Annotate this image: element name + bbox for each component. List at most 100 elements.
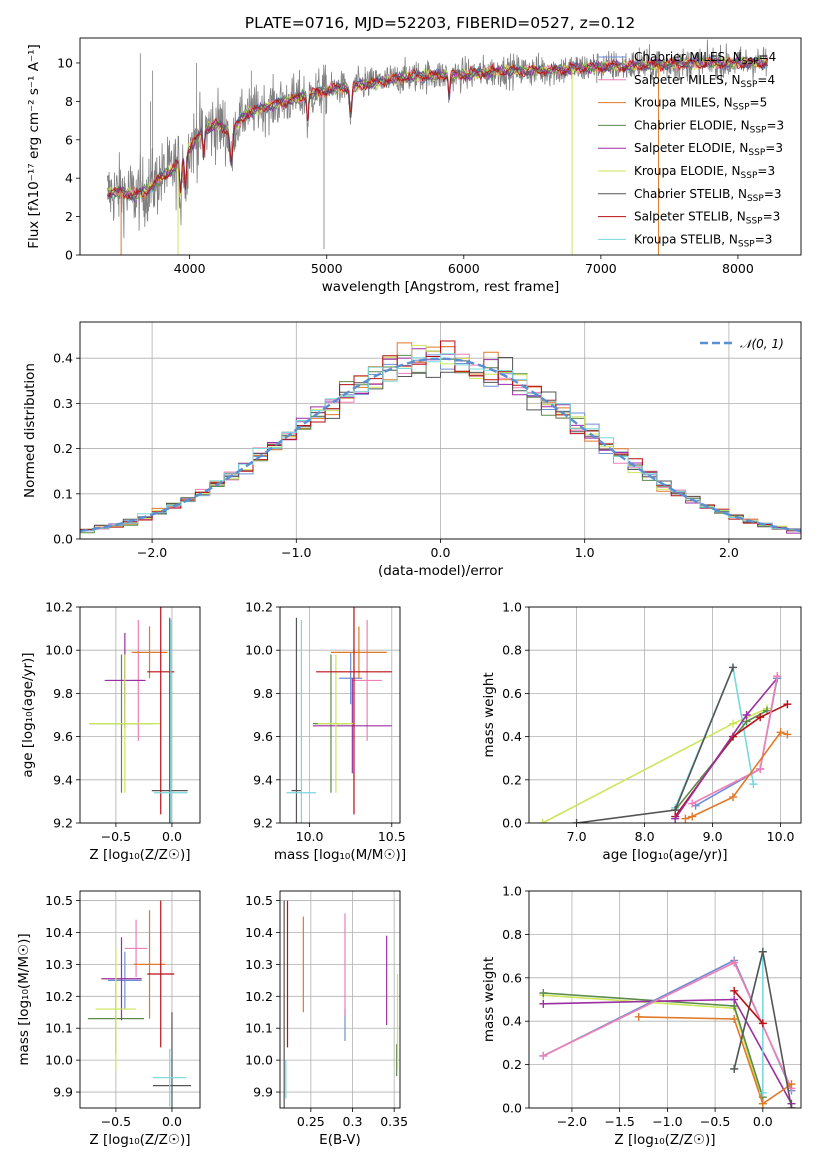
y-tick-label: 9.2 xyxy=(53,816,73,831)
mass-weight-vs-metallicity-panel: −2.0 −1.5 −1.0 −0.5 0.0 0.0 0.2 0.4 0.6 0.8 1.0 Z [… xyxy=(481,884,802,1148)
y-tick-label: 0.2 xyxy=(53,441,73,456)
y-tick-label: 0.8 xyxy=(502,927,522,942)
y-tick-label: 10.0 xyxy=(245,1053,273,1068)
weight-point-marker xyxy=(729,719,737,728)
x-axis-label: Z [log₁₀(Z/Z☉)] xyxy=(614,1132,715,1148)
weight-series xyxy=(572,663,737,823)
x-axis-label: Z [log₁₀(Z/Z☉)] xyxy=(89,847,190,863)
grid-lines xyxy=(529,890,801,1109)
y-tick-label: 0.4 xyxy=(502,1014,522,1029)
residual-histogram-panel: −2.0 −1.0 0.0 1.0 2.0 0.0 0.1 0.2 0.3 0.4 (data-mo… xyxy=(22,321,802,579)
x-axis-label: wavelength [Angstrom, rest frame] xyxy=(322,279,560,295)
weight-point-marker xyxy=(756,765,765,773)
grid-lines xyxy=(280,891,400,1108)
x-tick-label: 10.0 xyxy=(296,829,324,844)
weight-point-marker xyxy=(538,819,547,823)
x-tick-label: −0.5 xyxy=(101,1114,131,1129)
x-tick-label: 0.0 xyxy=(162,1114,182,1129)
axes: 7.0 8.0 9.0 10.0 0.0 0.2 0.4 0.6 0.8 1.0 age [log₁… xyxy=(481,600,802,863)
weight-point-marker xyxy=(758,947,767,956)
legend-label: Kroupa ELODIE, NSSP=3 xyxy=(634,164,775,181)
weight-series xyxy=(691,674,782,810)
x-tick-label: 1.0 xyxy=(575,545,595,560)
legend-label: Salpeter MILES, NSSP=4 xyxy=(634,73,775,90)
y-tick-label: 0.4 xyxy=(502,729,522,744)
y-tick-label: 10.1 xyxy=(245,1021,273,1036)
y-tick-label: 0.8 xyxy=(502,643,522,658)
y-tick-label: 0.4 xyxy=(53,351,73,366)
weight-series-line xyxy=(543,994,764,1104)
axes: −0.5 0.0 9.9 10.0 10.1 10.2 10.3 10.4 10.5 Z [log… xyxy=(16,890,201,1148)
legend-label: Chabrier ELODIE, NSSP=3 xyxy=(634,118,784,135)
y-tick-label: 2 xyxy=(65,209,73,224)
weight-point-marker xyxy=(729,663,737,672)
y-axis-label: age [log₁₀(age/yr)] xyxy=(20,652,36,777)
weight-series-line xyxy=(674,677,778,820)
error-bar-point xyxy=(291,617,302,823)
x-tick-label: −0.5 xyxy=(101,829,131,844)
x-tick-label: −1.5 xyxy=(604,1114,634,1129)
x-tick-label: −1.0 xyxy=(281,545,311,560)
y-tick-label: 10.2 xyxy=(245,989,273,1004)
axes: −0.5 0.0 9.2 9.4 9.6 9.8 10.0 10.2 Z [log₁₀(Z/Z☉… xyxy=(20,600,201,863)
axes-frame xyxy=(79,37,802,256)
weight-point-marker xyxy=(681,814,690,823)
x-tick-label: 10.5 xyxy=(378,829,406,844)
normal-distribution-curve xyxy=(80,357,801,533)
mass-weight-vs-age-panel: 7.0 8.0 9.0 10.0 0.0 0.2 0.4 0.6 0.8 1.0 age [log₁… xyxy=(481,600,802,863)
x-tick-label: 7000 xyxy=(585,261,617,276)
error-bar-point xyxy=(88,654,161,793)
age-vs-mass-panel: 10.0 10.5 9.2 9.4 9.6 9.8 10.0 10.2 mass [log₁₀(… xyxy=(245,600,406,864)
x-tick-label: −1.0 xyxy=(652,1114,682,1129)
y-tick-label: 0.1 xyxy=(53,486,73,501)
error-bar-point xyxy=(316,607,392,815)
error-bar-point xyxy=(124,919,148,978)
x-tick-label: 0.35 xyxy=(380,1114,408,1129)
y-axis-label: mass weight xyxy=(481,957,497,1042)
y-tick-label: 1.0 xyxy=(502,600,522,615)
weight-point-marker xyxy=(539,1051,548,1060)
error-bar-point xyxy=(95,948,137,1070)
weight-series xyxy=(671,706,771,815)
x-tick-label: 7.0 xyxy=(567,829,587,844)
x-tick-label: 8000 xyxy=(722,261,754,276)
figure-title: PLATE=0716, MJD=52203, FIBERID=0527, z=0… xyxy=(245,14,635,32)
legend-label: Salpeter ELODIE, NSSP=3 xyxy=(634,141,783,158)
grid-lines xyxy=(80,891,200,1108)
weight-point-marker xyxy=(688,799,697,808)
weight-series xyxy=(538,704,771,823)
y-tick-label: 0 xyxy=(65,248,73,263)
plot-area xyxy=(539,947,796,1108)
x-tick-label: 0.3 xyxy=(343,1114,363,1129)
x-tick-label: 9.0 xyxy=(703,829,723,844)
y-tick-label: 10.2 xyxy=(45,600,73,615)
error-bar-point xyxy=(147,607,175,815)
legend-label: Kroupa STELIB, NSSP=3 xyxy=(634,232,772,249)
error-bar-point xyxy=(131,626,168,679)
x-axis-label: E(B-V) xyxy=(319,1132,361,1148)
weight-point-marker xyxy=(634,1012,643,1021)
weight-point-marker xyxy=(539,988,548,997)
y-tick-label: 10.4 xyxy=(245,925,273,940)
weight-point-marker xyxy=(539,999,548,1008)
weight-point-marker xyxy=(730,986,739,995)
y-tick-label: 10.0 xyxy=(45,1053,73,1068)
error-bar-point xyxy=(151,617,188,823)
age-vs-metallicity-panel: −0.5 0.0 9.2 9.4 9.6 9.8 10.0 10.2 Z [log₁₀(Z/Z☉… xyxy=(20,600,201,863)
axes-frame xyxy=(279,890,401,1109)
y-tick-label: 9.2 xyxy=(253,816,273,831)
axes-frame xyxy=(79,890,201,1109)
x-tick-label: 4000 xyxy=(174,261,206,276)
y-tick-label: 9.4 xyxy=(53,772,73,787)
y-tick-label: 0.2 xyxy=(502,772,522,787)
y-tick-label: 6 xyxy=(65,132,73,147)
y-tick-label: 10.2 xyxy=(245,600,273,615)
legend-label: Salpeter STELIB, NSSP=3 xyxy=(634,210,780,227)
x-tick-label: −0.5 xyxy=(700,1114,730,1129)
x-tick-label: 2.0 xyxy=(719,545,739,560)
weight-series xyxy=(634,1012,796,1108)
axes: −2.0 −1.5 −1.0 −0.5 0.0 0.0 0.2 0.4 0.6 0.8 1.0 Z [… xyxy=(481,884,802,1148)
error-bar-point xyxy=(154,619,188,823)
y-tick-label: 0.3 xyxy=(53,396,73,411)
axes-frame xyxy=(528,890,802,1109)
